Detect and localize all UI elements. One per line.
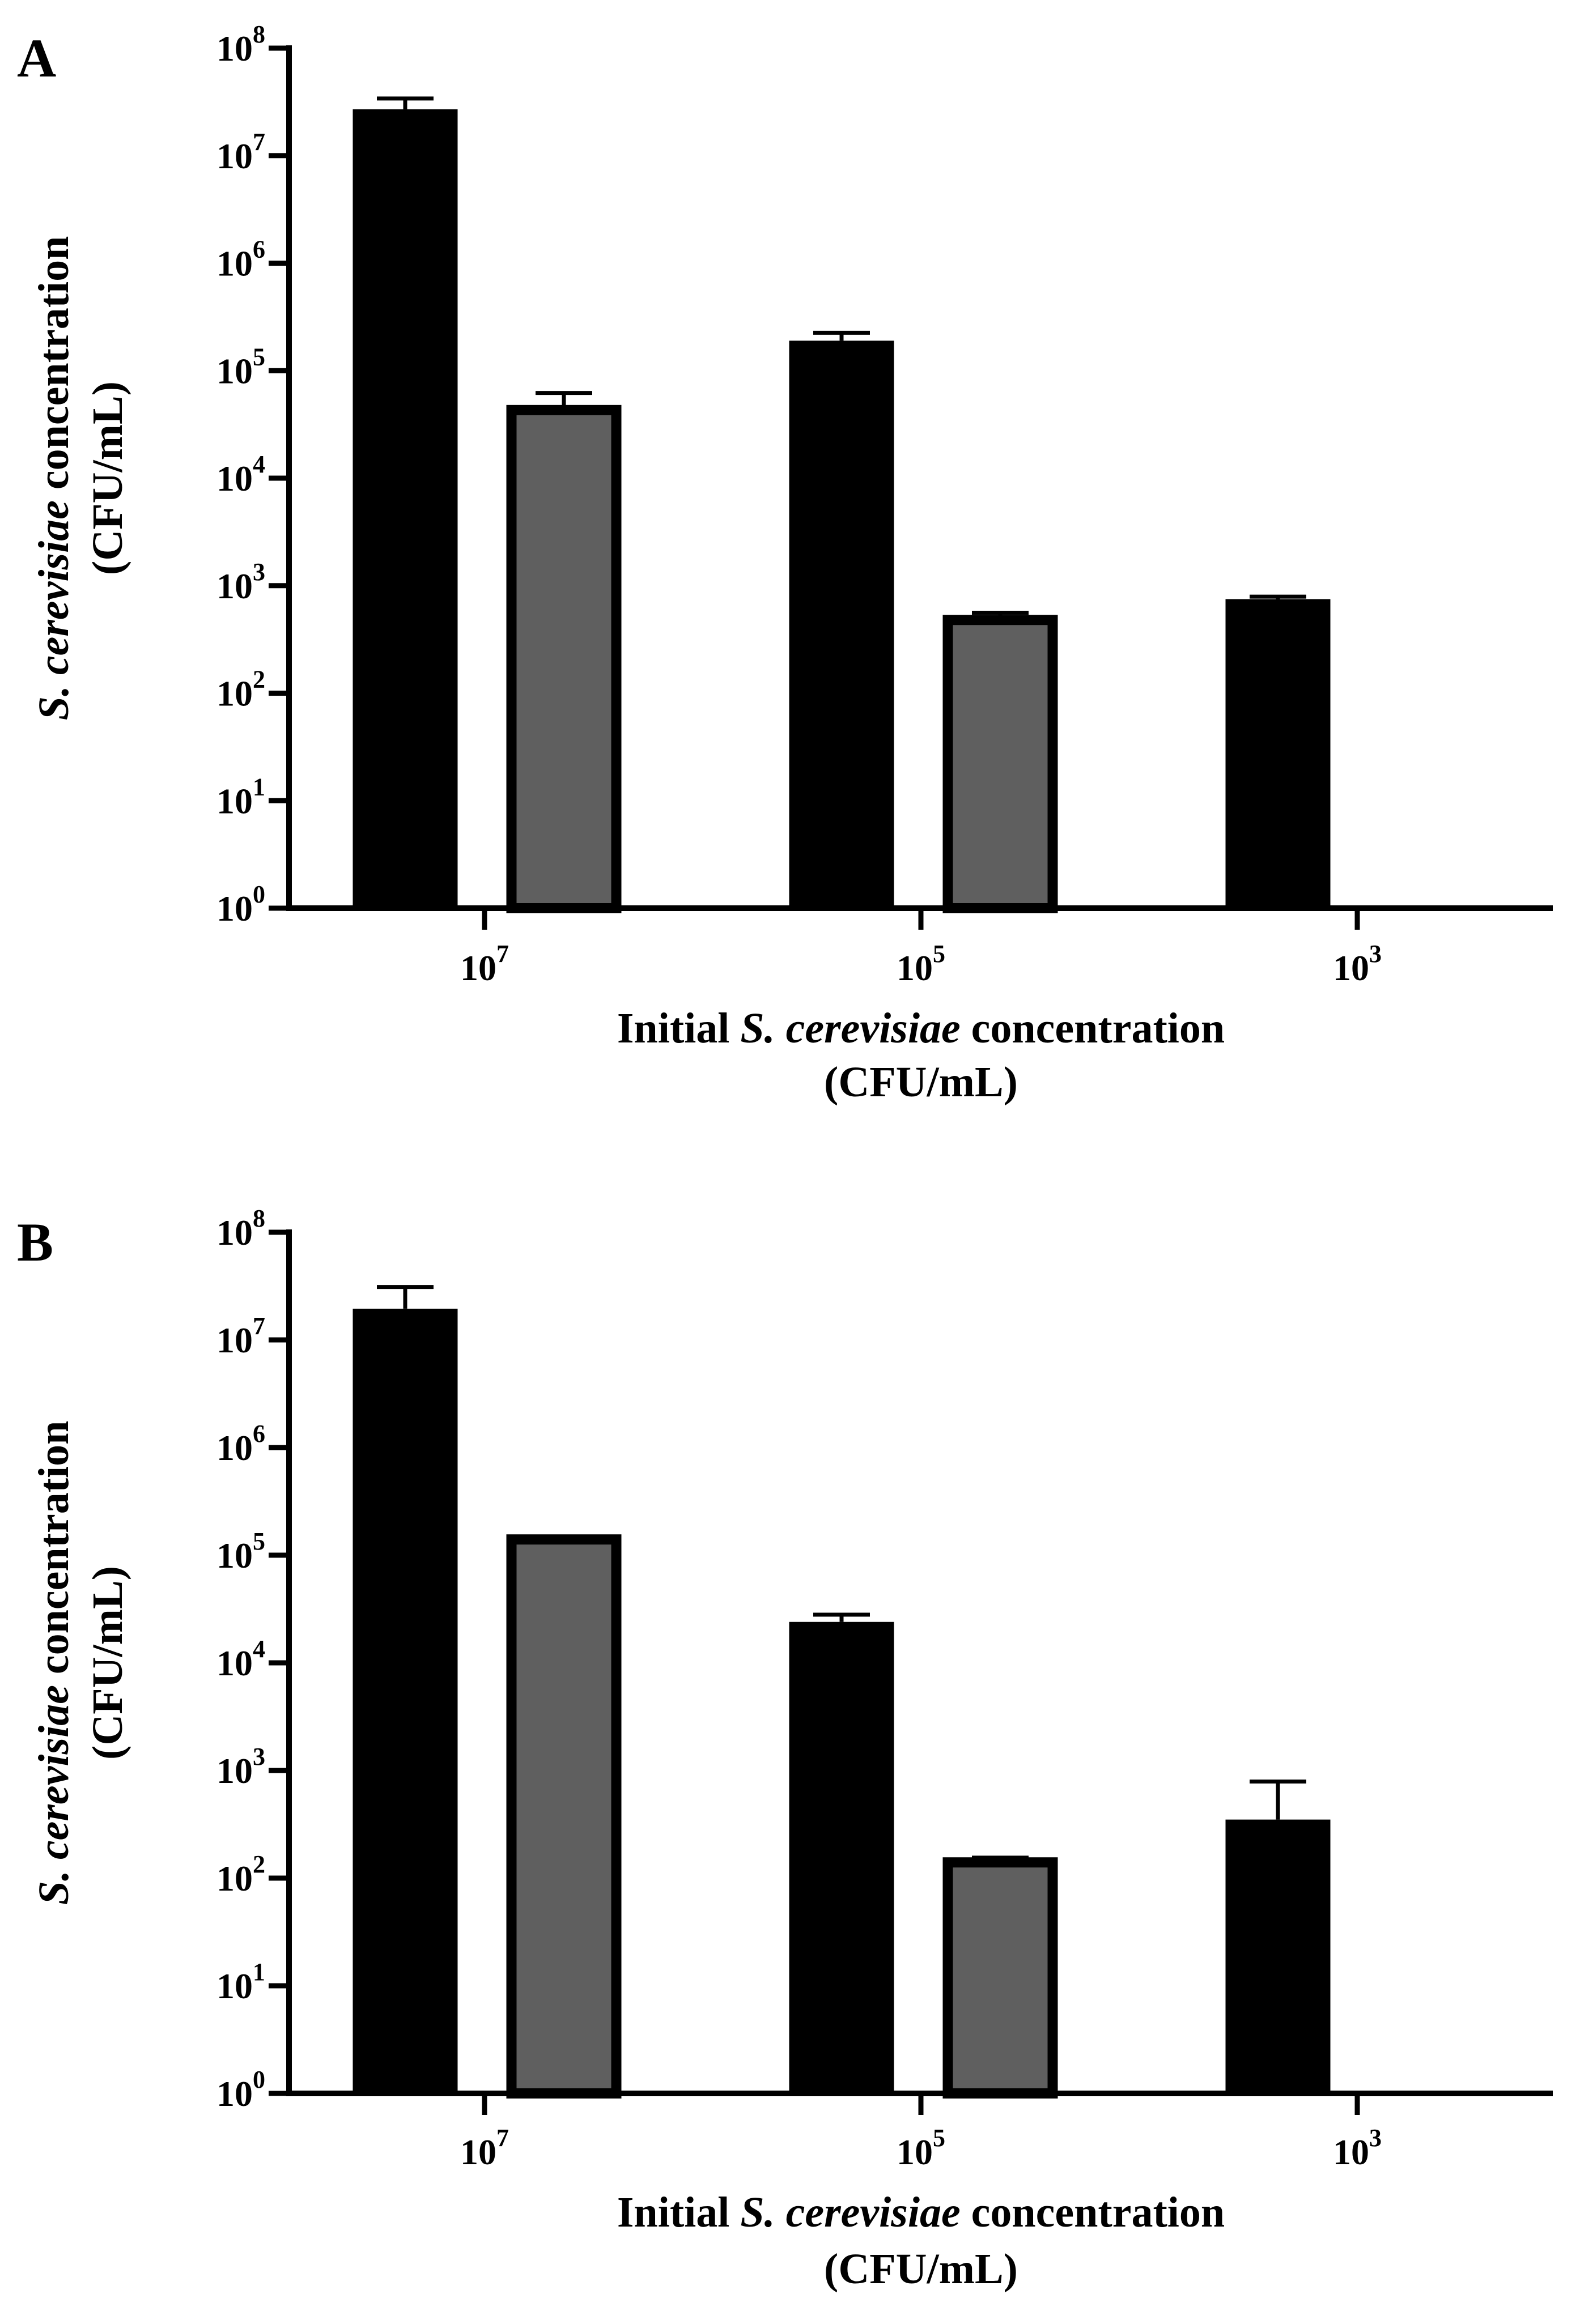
y-axis-title: S. cerevisiae concentration	[30, 1421, 78, 1905]
x-tick-label: 105	[897, 2124, 945, 2172]
y-tick-label: 104	[216, 1635, 265, 1683]
bar-black	[789, 340, 894, 908]
y-tick-label: 108	[216, 20, 265, 69]
bar-gray	[942, 1857, 1058, 2099]
bar-black	[789, 1621, 894, 2093]
y-tick-label: 105	[216, 343, 265, 391]
bar-gray	[942, 615, 1058, 914]
y-tick-label: 105	[216, 1527, 265, 1576]
y-tick-label: 102	[216, 1850, 265, 1899]
y-tick-label: 108	[216, 1204, 265, 1253]
y-tick-label: 106	[216, 236, 265, 284]
bar-black	[352, 1308, 458, 2093]
bar-black	[1225, 1819, 1331, 2093]
y-tick-label: 106	[216, 1420, 265, 1468]
y-tick-label: 107	[216, 128, 265, 176]
x-tick-label: 105	[897, 940, 945, 988]
x-tick-label: 107	[460, 2124, 509, 2172]
y-tick-label: 104	[216, 450, 265, 499]
y-axis-title: S. cerevisiae concentration	[30, 236, 78, 721]
y-tick-label: 103	[216, 1743, 265, 1791]
x-axis-title-unit: (CFU/mL)	[824, 2245, 1018, 2293]
y-tick-label: 101	[216, 1958, 265, 2006]
y-tick-label: 107	[216, 1312, 265, 1360]
y-axis-title-unit: (CFU/mL)	[84, 1566, 131, 1760]
bar-black	[352, 109, 458, 909]
y-axis-title-group: S. cerevisiae concentration (CFU/mL)	[30, 1421, 131, 1905]
y-axis-title-group: S. cerevisiae concentration (CFU/mL)	[30, 236, 131, 721]
x-axis-title: Initial S. cerevisiae concentration	[617, 2189, 1225, 2236]
panel-label: A	[17, 28, 56, 88]
x-tick-label: 103	[1333, 2124, 1382, 2172]
y-axis-title-unit: (CFU/mL)	[84, 381, 131, 575]
bar-gray	[506, 405, 622, 913]
y-tick-label: 100	[216, 880, 265, 929]
panel-label: B	[17, 1212, 53, 1272]
panel-b: B 100 101 102 103 104 105 106 107 108 107 105 103 Ini…	[17, 1204, 1553, 2293]
x-tick-label: 107	[460, 940, 509, 988]
y-tick-label: 100	[216, 2066, 265, 2114]
panel-a: A 100 101 102 103 104 105 106 107 108 107 105 103 Ini…	[17, 20, 1553, 1106]
y-tick-label: 103	[216, 558, 265, 606]
x-axis-title: Initial S. cerevisiae concentration	[617, 1004, 1225, 1052]
y-tick-label: 101	[216, 773, 265, 821]
y-tick-label: 102	[216, 666, 265, 714]
bar-black	[1225, 599, 1331, 908]
x-axis-title-unit: (CFU/mL)	[824, 1058, 1018, 1106]
x-tick-label: 103	[1333, 940, 1382, 988]
bar-gray	[506, 1534, 622, 2099]
